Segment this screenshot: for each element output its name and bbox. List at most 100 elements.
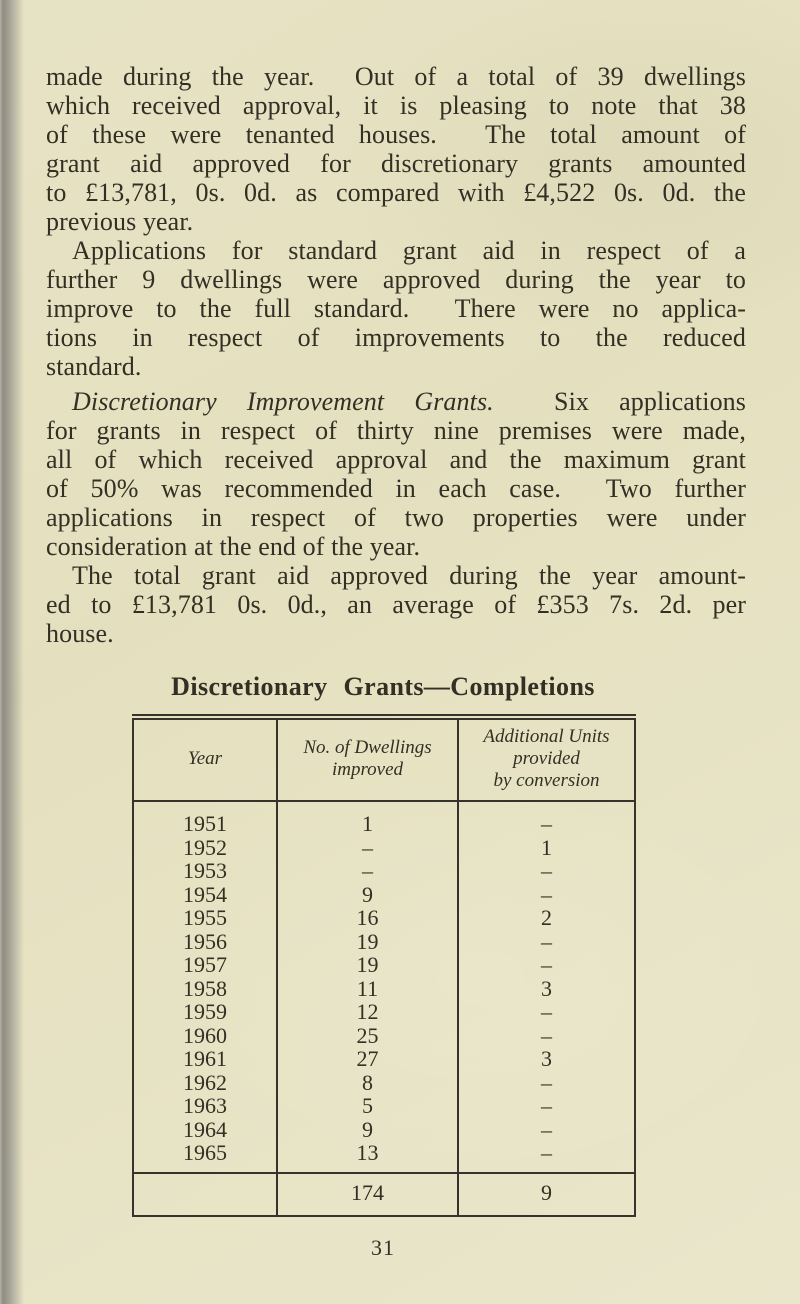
lead-in-rest: Six applications xyxy=(493,387,747,416)
dwellings-cell: 19 xyxy=(276,929,458,953)
dwellings-cell: – xyxy=(276,835,458,859)
units-cell: – xyxy=(457,801,635,836)
text-line: made during the year. Out of a total of … xyxy=(46,62,746,91)
paragraph-grant-aid-summary: made during the year. Out of a total of … xyxy=(46,62,746,236)
year-cell: 1956 xyxy=(183,928,227,954)
units-cell: – xyxy=(457,953,635,977)
text-line: Discretionary Improvement Grants. Six ap… xyxy=(46,387,746,416)
year-cell: 1959 xyxy=(183,999,227,1024)
table-row: 1961 27 3 xyxy=(133,1047,635,1071)
year-cell: 1953 xyxy=(183,858,227,883)
text-line: Applications for standard grant aid in r… xyxy=(72,236,746,265)
header-year: Year xyxy=(133,717,277,802)
dwellings-cell: – xyxy=(276,859,458,883)
table-row: 1958 11 3 xyxy=(133,975,635,1001)
totals-units: 9 xyxy=(457,1171,635,1216)
header-dwellings: No. of Dwellings improved xyxy=(276,717,458,802)
table-row: 1957 19– xyxy=(133,953,635,977)
table-row: 1959 12– xyxy=(133,1000,635,1024)
text-line: house. xyxy=(46,619,114,648)
text-line: The total grant aid approved during the … xyxy=(72,561,746,590)
italic-lead-in: Discretionary Improvement Grants. xyxy=(72,387,494,416)
dwellings-cell: 13 xyxy=(276,1141,458,1173)
header-line: provided xyxy=(513,748,580,769)
table-row: 1953 – – xyxy=(133,859,635,883)
text-line: for grants in respect of thirty nine pre… xyxy=(46,416,746,445)
text-line: previous year. xyxy=(46,207,194,236)
year-cell: 1964 xyxy=(183,1116,227,1142)
header-line: Additional Units xyxy=(483,726,610,747)
text-line: to £13,781, 0s. 0d. as compared with £4,… xyxy=(46,178,746,207)
text-line: which received approval, it is pleasing … xyxy=(46,91,746,120)
year-cell: 1962 xyxy=(183,1069,227,1095)
dwellings-cell: 5 xyxy=(276,1094,458,1118)
paragraph-discretionary-improvement-grants: Discretionary Improvement Grants. Six ap… xyxy=(46,387,746,561)
year-cell: 1951 xyxy=(183,811,227,836)
totals-dwellings: 174 xyxy=(276,1171,458,1216)
text-line: standard. xyxy=(46,352,142,381)
table-row: 1965 13– xyxy=(133,1141,635,1173)
units-cell: – xyxy=(457,929,635,953)
year-cell: 1952 xyxy=(183,834,227,860)
text-line: consideration at the end of the year. xyxy=(46,532,421,561)
dwellings-cell: 11 xyxy=(276,976,458,1000)
page-number: 31 xyxy=(371,1234,395,1260)
table-title: Discretionary Grants—Completions xyxy=(171,672,595,701)
dwellings-cell: 27 xyxy=(276,1047,458,1071)
table-header: Year No. of Dwellings improved Additiona… xyxy=(133,717,635,802)
table-row: 1951 1– xyxy=(133,801,635,836)
units-cell: 2 xyxy=(457,906,635,930)
units-cell: – xyxy=(457,882,635,906)
table-footer: 174 9 xyxy=(133,1171,635,1216)
text-line: further 9 dwellings were approved during… xyxy=(46,265,746,294)
dwellings-cell: 12 xyxy=(276,1000,458,1024)
units-cell: – xyxy=(457,1023,635,1047)
text-line: of 50% was recommended in each case. Two… xyxy=(46,474,746,503)
table-row: 1960 25– xyxy=(133,1022,635,1048)
text-line: ed to £13,781 0s. 0d., an average of £35… xyxy=(46,590,746,619)
header-line: No. of Dwellings xyxy=(303,737,432,758)
paragraph-standard-grant-applications: Applications for standard grant aid in r… xyxy=(46,236,746,381)
text-line: tions in respect of improvements to the … xyxy=(46,323,746,352)
units-cell: – xyxy=(457,1141,635,1173)
year-cell: 1965 xyxy=(183,1140,227,1165)
header-line: by conversion xyxy=(493,770,600,791)
dwellings-cell: 25 xyxy=(276,1023,458,1047)
dwellings-cell: 19 xyxy=(276,953,458,977)
units-cell: – xyxy=(457,1070,635,1094)
dwellings-cell: 9 xyxy=(276,882,458,906)
header-line: improved xyxy=(331,759,404,780)
dwellings-cell: 1 xyxy=(276,801,458,836)
year-cell: 1961 xyxy=(183,1046,227,1071)
table-row: 1952 –1 xyxy=(133,834,635,860)
table-row: 1956 19– xyxy=(133,928,635,954)
units-cell: – xyxy=(457,859,635,883)
units-cell: – xyxy=(457,1000,635,1024)
table-row: 1962 8– xyxy=(133,1069,635,1095)
year-cell: 1954 xyxy=(183,881,227,907)
text-line: improve to the full standard. There were… xyxy=(46,294,746,323)
year-cell: 1958 xyxy=(183,975,227,1001)
year-cell: 1955 xyxy=(183,905,227,930)
header-units: Additional Units provided by conversion xyxy=(457,717,635,802)
year-cell: 1960 xyxy=(183,1022,227,1048)
dwellings-cell: 8 xyxy=(276,1070,458,1094)
totals-row: 174 9 xyxy=(133,1171,635,1216)
year-cell: 1963 xyxy=(183,1093,227,1118)
year-cell: 1957 xyxy=(183,952,227,977)
table-row: 1955 16 2 xyxy=(133,906,635,930)
units-cell: – xyxy=(457,1117,635,1141)
text-line: applications in respect of two propertie… xyxy=(46,503,746,532)
text-line: of these were tenanted houses. The total… xyxy=(46,120,746,149)
paragraph-total-grant-aid: The total grant aid approved during the … xyxy=(46,561,746,648)
discretionary-grants-completions-table: Year No. of Dwellings improved Additiona… xyxy=(132,714,636,1217)
totals-empty-cell xyxy=(133,1171,277,1216)
table-row: 1954 9– xyxy=(133,881,635,907)
header-row: Year No. of Dwellings improved Additiona… xyxy=(133,717,635,802)
dwellings-cell: 16 xyxy=(276,906,458,930)
table-body: 1951 1– 1952–1 1953– – 1954 9– 1955 16 2 1956… xyxy=(133,801,635,1173)
units-cell: 3 xyxy=(457,976,635,1000)
table-row: 1963 5– xyxy=(133,1094,635,1118)
page-content: made during the year. Out of a total of … xyxy=(46,62,746,1260)
table-row: 1964 9– xyxy=(133,1116,635,1142)
